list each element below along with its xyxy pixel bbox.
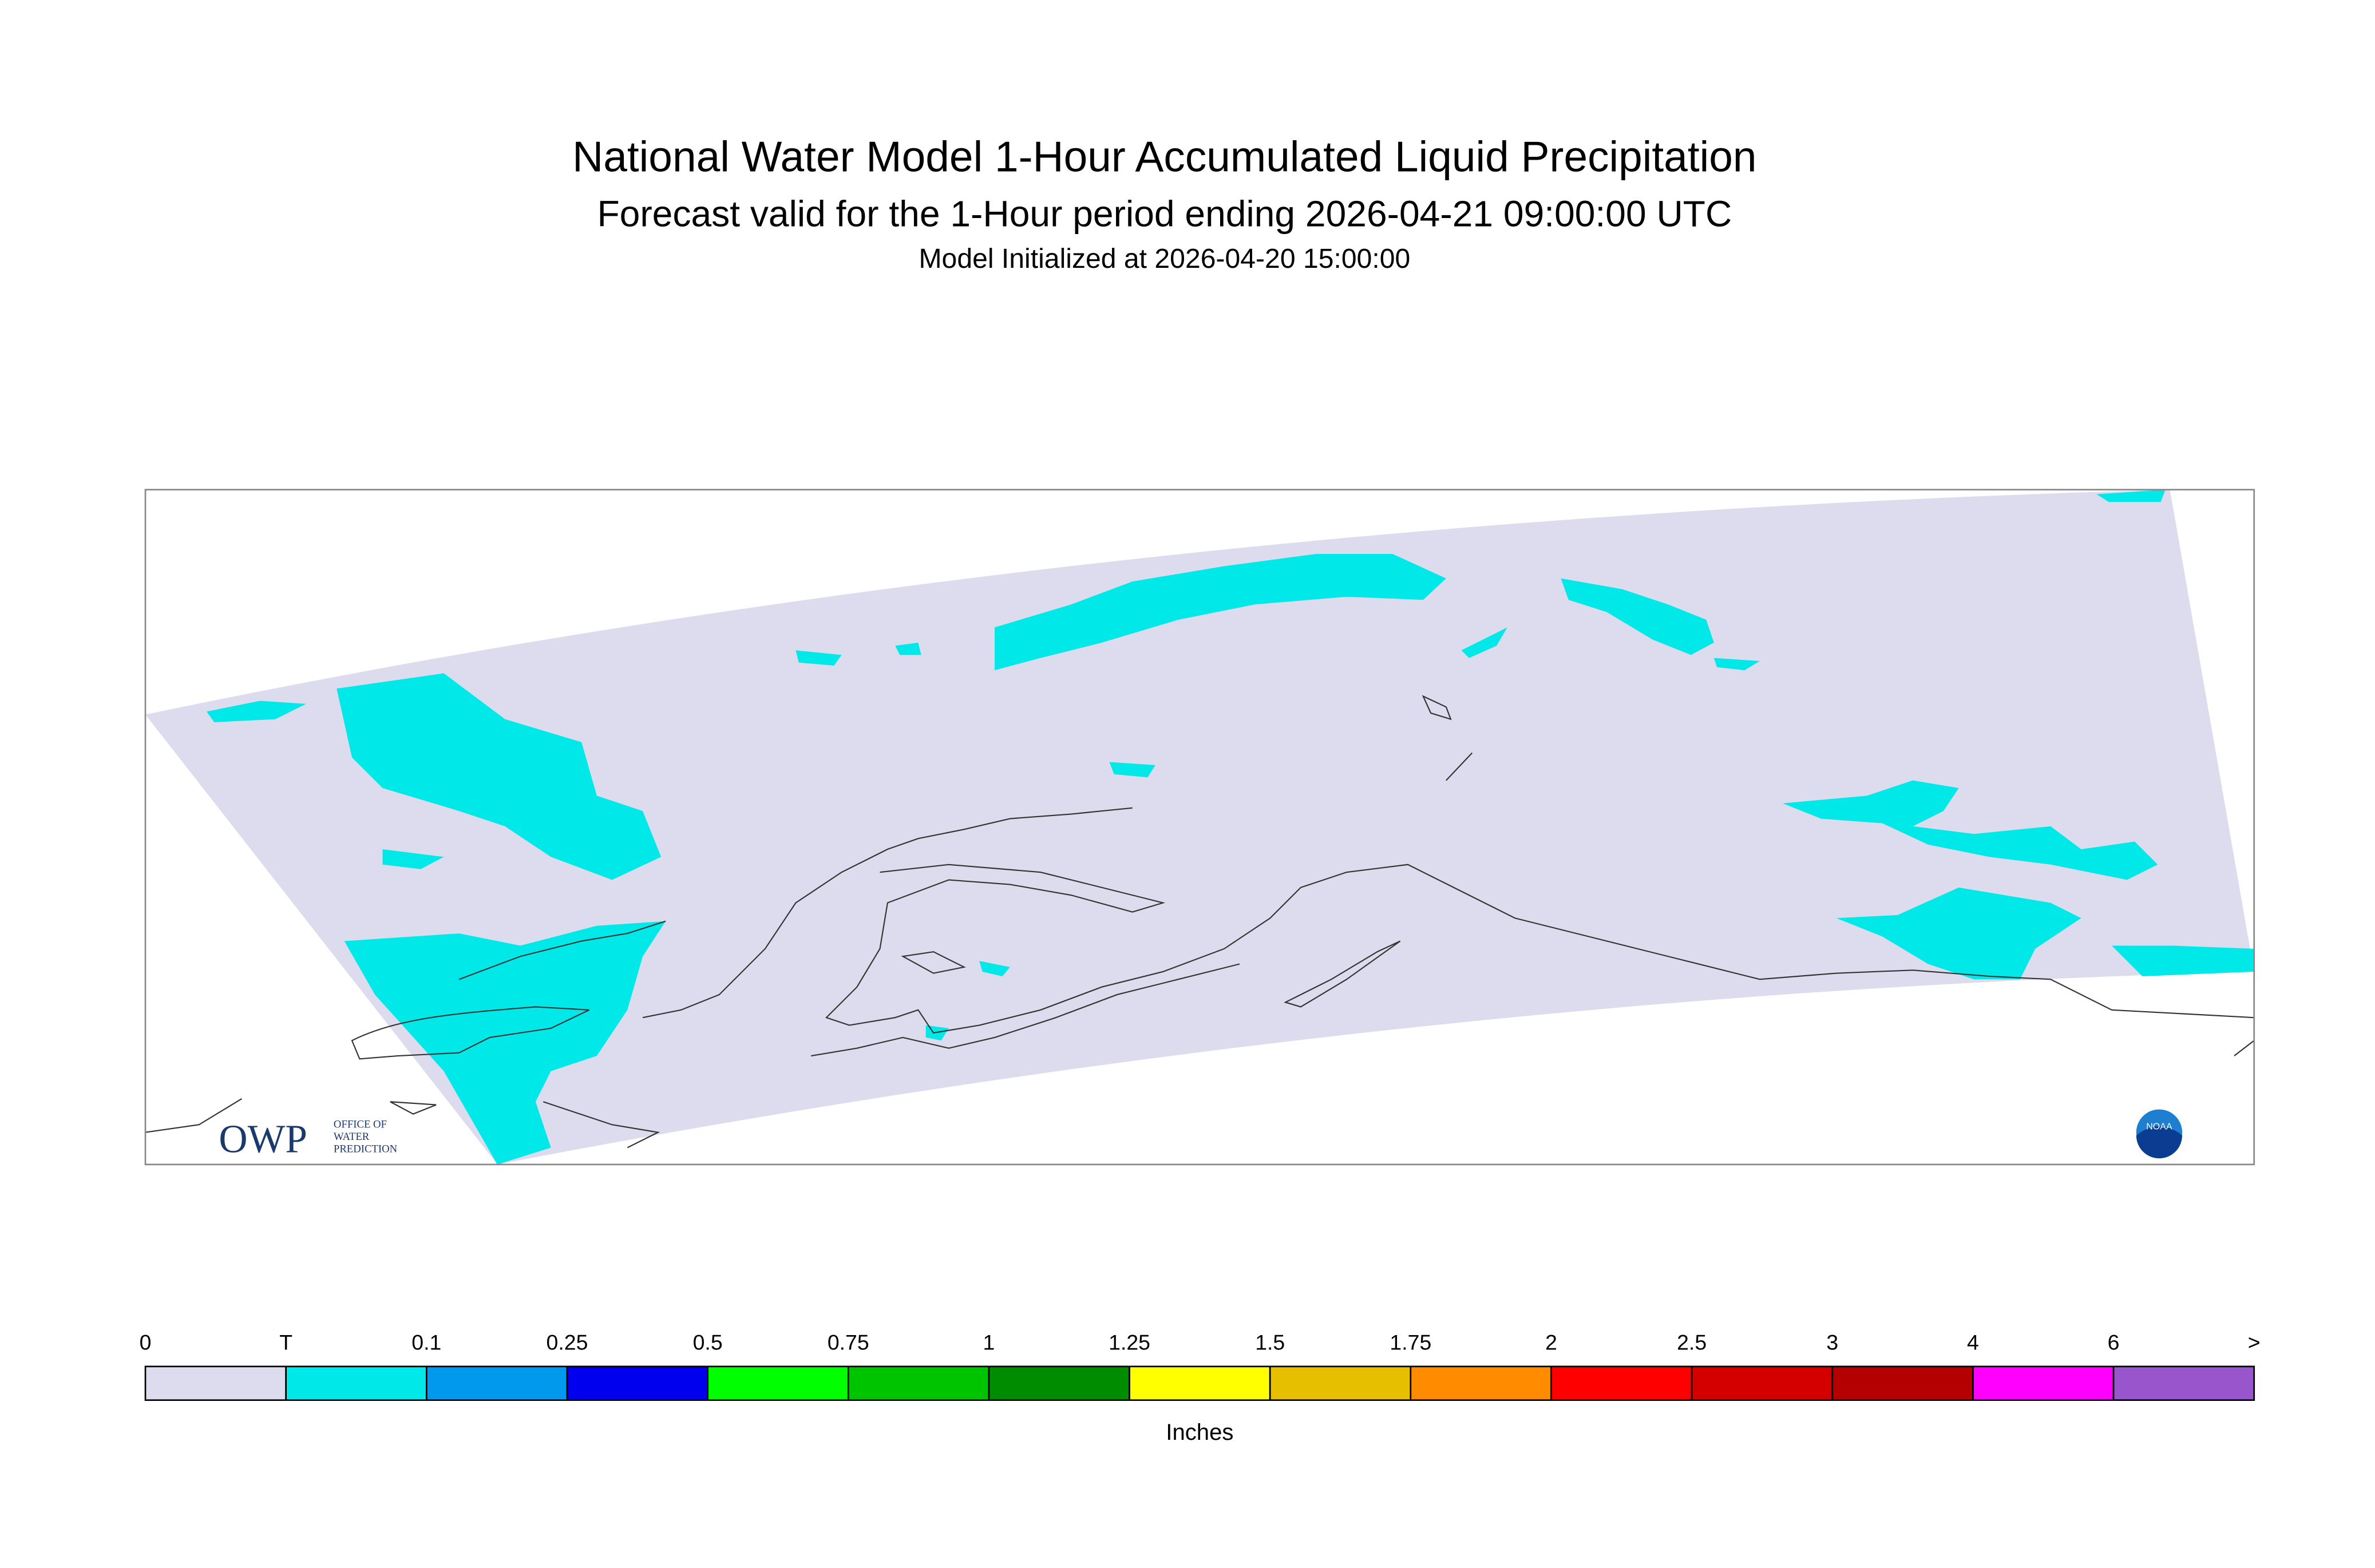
legend-label: 0.5 [693, 1330, 723, 1354]
owp-logo: OWP OFFICE OF WATER PREDICTION [219, 1117, 397, 1161]
coastlines [145, 695, 2254, 1149]
owp-text: WATER [334, 1131, 370, 1143]
legend-swatch [144, 1365, 287, 1401]
legend-label: 1 [983, 1330, 995, 1354]
legend-label: 2 [1545, 1330, 1557, 1354]
init-time: Model Initialized at 2026-04-20 15:00:00 [919, 243, 1410, 274]
legend-label: 2.5 [1677, 1330, 1707, 1354]
model-domain [145, 489, 2254, 1165]
title: National Water Model 1-Hour Accumulated … [572, 132, 1756, 180]
legend-swatch [1129, 1365, 1271, 1401]
legend-swatch [1831, 1365, 1974, 1401]
legend-label: 0.1 [411, 1330, 441, 1354]
legend-swatch [847, 1365, 990, 1401]
legend-swatch [988, 1365, 1130, 1401]
legend-label: > [2248, 1330, 2261, 1354]
legend-swatch [566, 1365, 708, 1401]
legend-swatch [1550, 1365, 1693, 1401]
legend-swatch [425, 1365, 568, 1401]
noaa-text: NOAA [2146, 1121, 2172, 1131]
owp-text: PREDICTION [334, 1143, 398, 1155]
legend: 0 T 0.1 0.25 0.5 0.75 1 1.25 1.5 1.75 2 2.5 3 4 6 > [140, 1330, 2261, 1401]
subtitle: Forecast valid for the 1-Hour period end… [597, 193, 1732, 235]
legend-label: 0 [140, 1330, 152, 1354]
owp-mark: OWP [219, 1117, 307, 1161]
legend-label: 6 [2108, 1330, 2120, 1354]
noaa-logo: NOAA [2136, 1109, 2183, 1159]
legend-swatch [707, 1365, 849, 1401]
legend-swatch [285, 1365, 428, 1401]
legend-label: 1.75 [1390, 1330, 1431, 1354]
legend-label: T [279, 1330, 292, 1354]
legend-label: 1.5 [1255, 1330, 1285, 1354]
map: OWP OFFICE OF WATER PREDICTION NOAA [144, 489, 2255, 1166]
legend-unit: Inches [1166, 1420, 1233, 1445]
legend-label: 0.75 [828, 1330, 869, 1354]
legend-swatch [1410, 1365, 1552, 1401]
legend-label: 3 [1826, 1330, 1838, 1354]
legend-swatch [1972, 1365, 2115, 1401]
owp-text: OFFICE OF [334, 1119, 387, 1131]
legend-swatch [1691, 1365, 1834, 1401]
legend-label: 4 [1967, 1330, 1979, 1354]
legend-label: 0.25 [547, 1330, 588, 1354]
map-frame [144, 489, 2255, 1166]
legend-swatch [1269, 1365, 1412, 1401]
legend-label: 1.25 [1109, 1330, 1150, 1354]
precip-areas [206, 489, 2254, 1165]
legend-swatch [2112, 1365, 2255, 1401]
